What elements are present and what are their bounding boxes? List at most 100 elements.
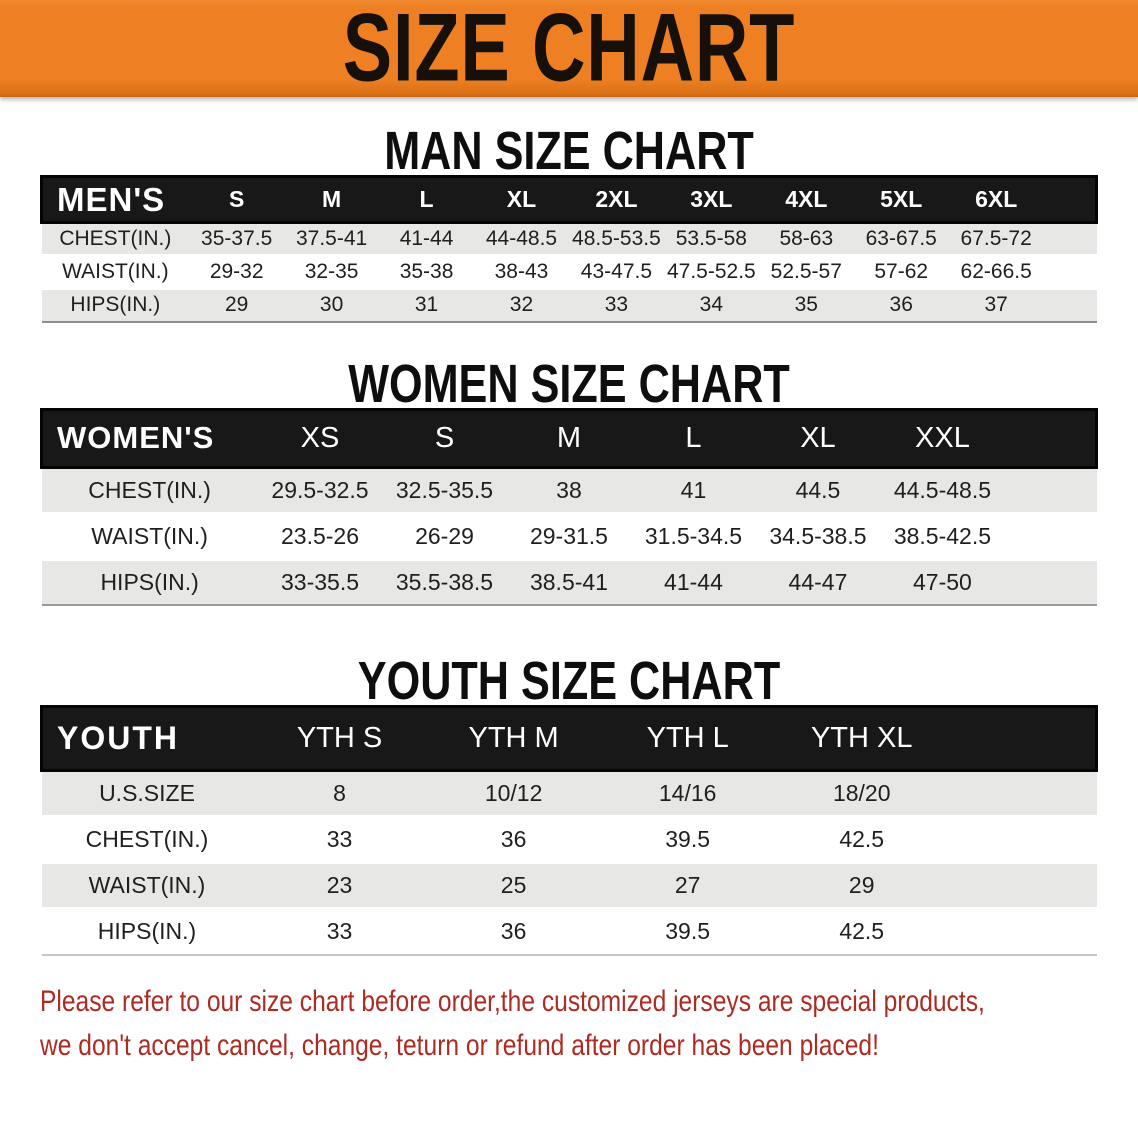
column-header: L [631,407,756,469]
size-cell: 41 [631,465,756,513]
size-cell: 38.5-42.5 [880,511,1005,559]
men-chest-row: CHEST(IN.) 35-37.5 37.5-41 41-44 44-48.5… [41,221,1097,256]
size-cell: 33 [568,287,664,323]
filler-cell [948,769,1097,817]
column-header: XS [257,407,383,469]
size-cell: 44-48.5 [474,221,569,256]
men-waist-row: WAIST(IN.) 29-32 32-35 35-38 38-43 43-47… [41,254,1097,289]
size-cell: 43-47.5 [568,254,664,289]
size-cell: 47.5-52.5 [663,254,759,289]
disclaimer-text: Please refer to our size chart before or… [40,980,1138,1068]
column-header: 5XL [853,175,949,224]
size-cell: 38.5-41 [506,557,632,606]
column-header: 2XL [568,175,664,224]
men-size-table: MEN'S S M L XL 2XL 3XL 4XL 5XL 6XL CHEST… [40,175,1098,323]
row-label: CHEST(IN.) [41,815,253,863]
men-corner-label: MEN'S [40,175,190,224]
women-chest-row: CHEST(IN.) 29.5-32.5 32.5-35.5 38 41 44.… [41,465,1097,513]
men-header-row: MEN'S S M L XL 2XL 3XL 4XL 5XL 6XL [40,175,1098,224]
size-cell: 34.5-38.5 [755,511,881,559]
women-corner-label: WOMEN'S [39,407,258,469]
row-label: HIPS(IN.) [41,287,190,323]
youth-chest-row: CHEST(IN.) 33 36 39.5 42.5 [41,815,1097,863]
size-cell: 33 [252,907,427,956]
banner-title: SIZE CHART [342,0,796,103]
size-cell: 44.5-48.5 [880,465,1005,513]
size-cell: 14/16 [600,769,775,817]
column-header: S [382,407,507,469]
column-header: YTH XL [774,705,949,772]
filler-cell [1043,254,1097,289]
size-cell: 30 [284,287,380,323]
size-cell: 33 [252,815,427,863]
size-cell: 35-37.5 [189,221,285,256]
row-label: U.S.SIZE [41,769,253,817]
size-cell: 25 [426,861,601,909]
size-cell: 10/12 [426,769,601,817]
size-cell: 36 [853,287,949,323]
size-cell: 58-63 [758,221,854,256]
row-label: WAIST(IN.) [41,511,258,559]
youth-section-title: YOUTH SIZE CHART [357,651,781,711]
column-header: M [284,175,380,224]
size-cell: 32 [474,287,569,323]
size-cell: 29.5-32.5 [257,465,383,513]
filler-cell [1004,557,1097,606]
header-filler [1043,175,1098,224]
size-cell: 32-35 [284,254,380,289]
column-header: XL [474,175,569,224]
women-hips-row: HIPS(IN.) 33-35.5 35.5-38.5 38.5-41 41-4… [41,557,1097,606]
size-cell: 29-31.5 [506,511,632,559]
size-cell: 52.5-57 [758,254,854,289]
youth-hips-row: HIPS(IN.) 33 36 39.5 42.5 [41,907,1097,956]
size-cell: 38-43 [474,254,569,289]
size-cell: 33-35.5 [257,557,383,606]
size-cell: 23 [252,861,427,909]
size-cell: 53.5-58 [663,221,759,256]
filler-cell [948,861,1097,909]
size-cell: 35-38 [379,254,475,289]
size-cell: 26-29 [382,511,507,559]
women-section-title: WOMEN SIZE CHART [348,353,790,414]
size-cell: 38 [506,465,632,513]
youth-ussize-row: U.S.SIZE 8 10/12 14/16 18/20 [41,769,1097,817]
size-cell: 44.5 [755,465,881,513]
youth-size-table: YOUTH YTH S YTH M YTH L YTH XL U.S.SIZE … [40,705,1098,956]
size-cell: 57-62 [853,254,949,289]
size-cell: 35.5-38.5 [382,557,507,606]
size-cell: 67.5-72 [948,221,1044,256]
column-header: 6XL [948,175,1044,224]
row-label: HIPS(IN.) [41,557,258,606]
size-cell: 37 [948,287,1044,323]
size-cell: 8 [252,769,427,817]
disclaimer-line-1: Please refer to our size chart before or… [40,984,985,1018]
size-cell: 47-50 [880,557,1005,606]
women-size-table: WOMEN'S XS S M L XL XXL CHEST(IN.) 29.5-… [39,407,1098,606]
size-cell: 35 [758,287,854,323]
column-header: 3XL [663,175,759,224]
size-cell: 37.5-41 [284,221,380,256]
size-cell: 39.5 [600,907,775,956]
row-label: CHEST(IN.) [41,221,190,256]
filler-cell [1004,511,1097,559]
header-filler [1004,407,1098,469]
women-waist-row: WAIST(IN.) 23.5-26 26-29 29-31.5 31.5-34… [41,511,1097,559]
column-header: YTH L [600,705,775,772]
header-filler [948,705,1098,772]
men-section-title: MAN SIZE CHART [384,121,754,181]
size-cell: 36 [426,815,601,863]
row-label: HIPS(IN.) [41,907,253,956]
size-cell: 41-44 [631,557,756,606]
row-label: WAIST(IN.) [41,254,190,289]
column-header: YTH M [426,705,601,772]
filler-cell [948,815,1097,863]
row-label: CHEST(IN.) [41,465,258,513]
row-label: WAIST(IN.) [41,861,253,909]
column-header: L [379,175,475,224]
youth-header-row: YOUTH YTH S YTH M YTH L YTH XL [40,705,1098,772]
size-cell: 62-66.5 [948,254,1044,289]
size-cell: 63-67.5 [853,221,949,256]
size-cell: 44-47 [755,557,881,606]
column-header: 4XL [758,175,854,224]
youth-corner-label: YOUTH [40,705,253,772]
